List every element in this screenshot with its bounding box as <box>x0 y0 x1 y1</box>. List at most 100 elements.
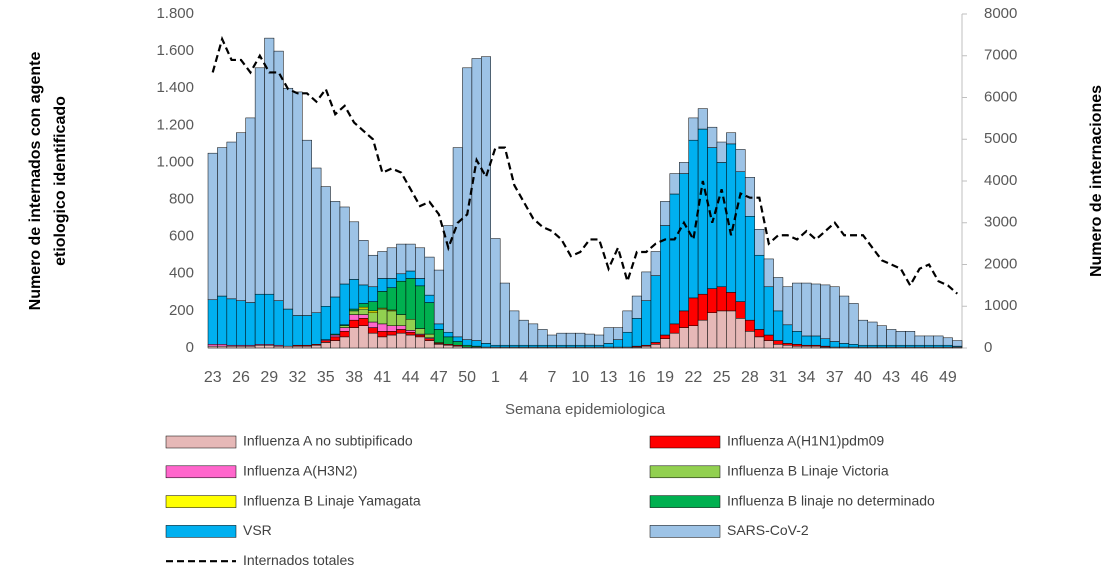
bar-segment <box>848 303 859 345</box>
y2-axis-title: Numero de internaciones <box>1088 85 1105 277</box>
legend-label: Influenza B linaje no determinado <box>727 492 935 508</box>
x-tick-label: 4 <box>519 369 528 386</box>
bar-segment <box>311 312 322 345</box>
bar-segment <box>876 325 887 346</box>
bar-segment <box>358 314 369 319</box>
bar-segment <box>810 345 821 349</box>
bar-segment <box>697 108 708 130</box>
bar-segment <box>933 344 944 348</box>
bar-segment <box>518 319 529 346</box>
bar-segment <box>905 331 916 346</box>
bar-segment <box>565 332 576 346</box>
bar-segment <box>264 344 275 349</box>
bar-segment <box>754 336 765 349</box>
y-axis-title: Numero de internados con agente <box>27 52 44 311</box>
bar-segment <box>754 254 765 330</box>
bar-segment <box>283 308 294 347</box>
bar-segment <box>763 340 774 349</box>
y-tick-label: 200 <box>169 302 194 319</box>
y2-tick-label: 3000 <box>984 214 1017 231</box>
bar-segment <box>452 147 463 338</box>
x-tick-label: 46 <box>911 369 929 386</box>
bar-segment <box>311 167 322 313</box>
bar-segment <box>320 306 331 340</box>
bar-segment <box>716 162 727 288</box>
bar-segment <box>481 343 492 348</box>
bar-segment <box>226 298 237 346</box>
bar-segment <box>782 324 793 344</box>
bar-segment <box>349 279 360 310</box>
bar-segment <box>679 310 689 328</box>
bar-segment <box>744 331 755 349</box>
bar-segment <box>707 126 718 148</box>
bar-segment <box>782 343 793 346</box>
bar-segment <box>839 295 850 344</box>
bar-segment <box>405 278 416 320</box>
bar-segment <box>518 344 529 348</box>
bar-segment <box>594 334 605 346</box>
bar-segment <box>386 287 397 311</box>
bar-segment <box>377 291 388 309</box>
legend-swatch <box>165 435 237 449</box>
bar-segment <box>452 336 463 342</box>
bar-segment <box>320 342 331 349</box>
bar-segment <box>688 139 699 299</box>
bar-segment <box>424 340 435 349</box>
bar-segment <box>895 344 906 348</box>
bar-segment <box>377 336 388 349</box>
bar-segment <box>424 302 435 335</box>
bar-segment <box>716 141 727 163</box>
y2-tick-label: 1000 <box>984 297 1017 314</box>
y-axis-title: etiologico identificado <box>52 96 69 266</box>
bar-segment <box>415 336 426 349</box>
legend-label: VSR <box>243 522 272 538</box>
x-tick-label: 25 <box>713 369 731 386</box>
bar-segment <box>707 147 718 289</box>
bar-segment <box>650 342 661 345</box>
bar-segment <box>236 132 246 301</box>
bar-segment <box>367 286 378 302</box>
bar-segment <box>217 147 228 297</box>
bar-segment <box>302 139 312 316</box>
x-tick-label: 26 <box>232 369 250 386</box>
bar-segment <box>735 149 746 172</box>
x-tick-label: 44 <box>402 369 420 386</box>
bar-segment <box>801 345 812 349</box>
bar-segment <box>217 344 228 347</box>
y2-tick-label: 6000 <box>984 88 1017 105</box>
bar-segment <box>942 344 953 348</box>
bar-segment <box>707 288 718 313</box>
bar-segment <box>367 312 378 323</box>
bar-segment <box>735 318 746 349</box>
bar-segment <box>415 328 426 335</box>
x-tick-label: 28 <box>741 369 759 386</box>
bar-segment <box>320 186 331 307</box>
bar-segment <box>386 325 397 332</box>
x-tick-label: 38 <box>345 369 363 386</box>
bar-segment <box>584 333 595 346</box>
bar-segment <box>207 345 218 349</box>
bar-segment <box>754 329 765 338</box>
bar-segment <box>377 331 388 338</box>
bar-segment <box>886 329 897 346</box>
bar-segment <box>367 310 378 313</box>
bar-segment <box>537 329 548 346</box>
y2-tick-label: 4000 <box>984 172 1017 189</box>
bar-segment <box>669 173 680 195</box>
bar-segment <box>226 345 237 349</box>
bar-segment <box>660 334 671 339</box>
bar-segment <box>641 345 652 349</box>
x-tick-label: 37 <box>826 369 844 386</box>
x-tick-label: 10 <box>571 369 589 386</box>
bar-segment <box>386 334 397 349</box>
bar-segment <box>660 201 671 226</box>
bar-segment <box>716 286 727 312</box>
bar-segment <box>763 258 774 288</box>
bar-segment <box>245 117 256 303</box>
y-tick-label: 400 <box>169 265 194 282</box>
legend-swatch <box>165 495 237 508</box>
x-tick-label: 29 <box>260 369 278 386</box>
bar-segment <box>867 321 878 346</box>
y2-tick-label: 5000 <box>984 130 1017 147</box>
bar-segment <box>924 344 934 348</box>
